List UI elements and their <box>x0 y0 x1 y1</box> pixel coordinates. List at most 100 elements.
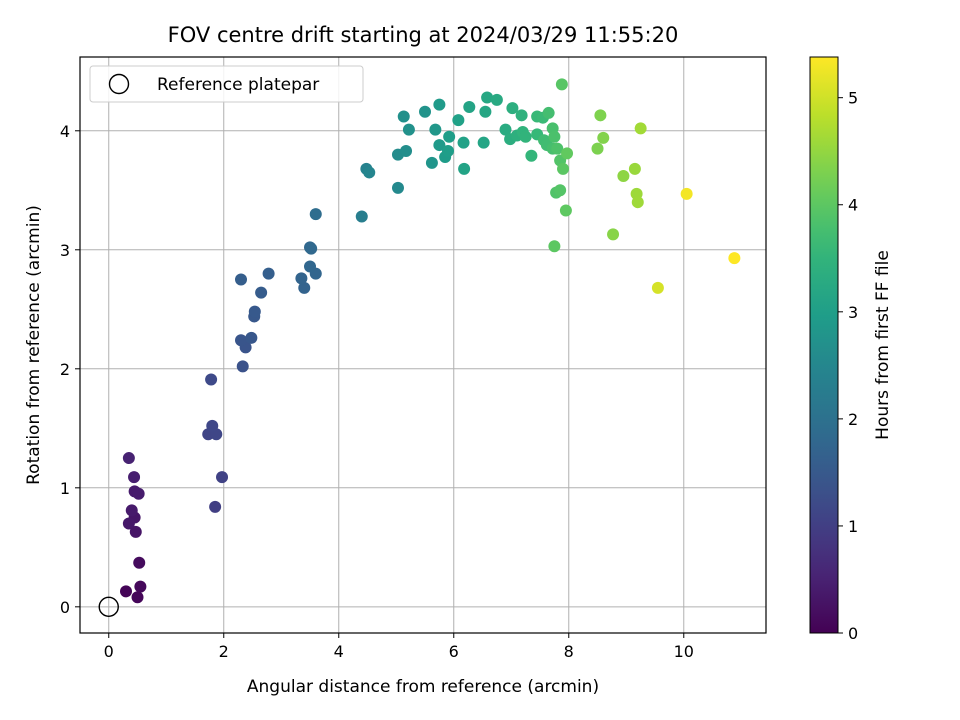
grid-lines <box>80 57 766 633</box>
data-point <box>402 123 415 136</box>
data-point <box>122 517 135 530</box>
data-points <box>98 78 741 618</box>
data-point <box>617 170 630 183</box>
data-point <box>457 136 470 149</box>
data-point <box>463 100 476 113</box>
colorbar-tick-label: 1 <box>848 517 858 536</box>
data-point <box>559 204 572 217</box>
data-point <box>305 242 318 255</box>
data-point <box>425 156 438 169</box>
x-tick-label: 10 <box>674 642 694 661</box>
legend: Reference platepar <box>89 65 364 103</box>
legend-box <box>89 65 364 103</box>
y-tick-label: 3 <box>60 241 70 260</box>
data-point <box>122 452 135 465</box>
data-point <box>216 471 229 484</box>
data-point <box>363 166 376 179</box>
x-tick-label: 2 <box>219 642 229 661</box>
data-point <box>433 139 446 152</box>
data-point <box>651 281 664 294</box>
colorbar-tick-label: 3 <box>848 303 858 322</box>
colorbar-tick-label: 5 <box>848 89 858 108</box>
data-point <box>262 267 275 280</box>
data-point <box>561 147 574 160</box>
chart-title: FOV centre drift starting at 2024/03/29 … <box>168 23 679 47</box>
plot-area-frame <box>79 56 767 634</box>
data-point <box>400 145 413 158</box>
x-tick-label: 0 <box>104 642 114 661</box>
data-point <box>443 130 456 143</box>
x-tick-label: 8 <box>564 642 574 661</box>
data-point <box>477 136 490 149</box>
data-point <box>125 504 138 517</box>
data-point <box>597 131 610 144</box>
data-point <box>128 471 141 484</box>
x-tick-label: 4 <box>334 642 344 661</box>
data-point <box>304 260 317 273</box>
data-point <box>680 187 693 200</box>
data-point <box>452 114 465 127</box>
data-point <box>591 142 604 155</box>
data-point <box>309 208 322 221</box>
colorbar-label: Hours from first FF file <box>873 250 893 440</box>
data-point <box>236 360 249 373</box>
y-axis-label: Rotation from reference (arcmin) <box>24 205 44 485</box>
data-point <box>235 334 248 347</box>
data-point <box>442 145 455 158</box>
data-point <box>429 123 442 136</box>
data-point <box>295 272 308 285</box>
data-point <box>628 162 641 175</box>
data-point <box>132 487 145 500</box>
data-point <box>548 240 561 253</box>
colorbar-tick-label: 0 <box>848 624 858 643</box>
data-point <box>557 162 570 175</box>
y-tick-label: 4 <box>60 122 70 141</box>
y-tick-label: 1 <box>60 479 70 498</box>
data-point <box>433 98 446 111</box>
data-point <box>479 105 492 118</box>
data-point <box>555 78 568 91</box>
data-point <box>355 210 368 223</box>
data-point <box>397 110 410 123</box>
data-point <box>519 130 532 143</box>
data-point <box>209 500 222 513</box>
data-point <box>634 122 647 135</box>
data-point <box>506 102 519 115</box>
data-point <box>594 109 607 122</box>
data-point <box>134 580 147 593</box>
data-point <box>205 373 218 386</box>
data-point <box>298 281 311 294</box>
reference-platepar-marker <box>98 596 119 618</box>
data-point <box>248 305 261 318</box>
legend-label-reference: Reference platepar <box>157 75 319 95</box>
colorbar-tick-label: 4 <box>848 196 858 215</box>
y-tick-label: 0 <box>60 598 70 617</box>
data-point <box>548 130 561 143</box>
colorbar: 0 1 2 3 4 5 Hours from first FF file <box>809 56 893 643</box>
data-point <box>391 181 404 194</box>
data-point <box>235 273 248 286</box>
data-point <box>129 525 142 538</box>
axis-ticks: 0 2 4 6 8 10 0 1 2 3 4 <box>60 122 694 661</box>
data-point <box>631 196 644 209</box>
data-point <box>419 105 432 118</box>
data-point <box>481 91 494 104</box>
data-point <box>131 591 144 604</box>
y-tick-label: 2 <box>60 360 70 379</box>
x-tick-label: 6 <box>449 642 459 661</box>
data-point <box>458 162 471 175</box>
data-point <box>490 93 503 106</box>
data-point <box>515 109 528 122</box>
data-point <box>554 184 567 197</box>
colorbar-tick-label: 2 <box>848 410 858 429</box>
legend-marker-reference <box>108 73 130 95</box>
data-point <box>525 149 538 162</box>
data-point <box>255 286 268 299</box>
x-axis-label: Angular distance from reference (arcmin) <box>247 677 599 697</box>
colorbar-gradient <box>809 56 839 634</box>
colorbar-ticks: 0 1 2 3 4 5 <box>838 89 858 643</box>
data-point <box>120 585 133 598</box>
data-point <box>542 106 555 119</box>
data-point <box>728 252 741 265</box>
